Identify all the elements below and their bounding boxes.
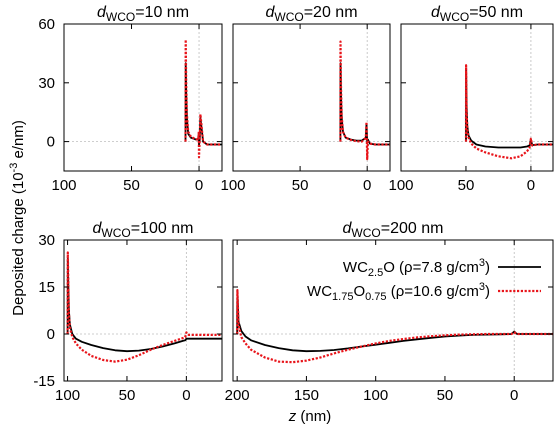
x-tick-label: 50 [119, 387, 136, 404]
x-tick-label: 0 [182, 387, 190, 404]
plot-frame [232, 239, 554, 382]
series-WC1.75O0.75 [339, 40, 390, 161]
plot-frame [232, 23, 391, 172]
series-WC1.75O0.75 [236, 289, 553, 364]
plot-frame [400, 23, 554, 172]
x-tick-label: 50 [437, 387, 454, 404]
x-tick-label: 50 [292, 177, 309, 194]
x-tick-label: 100 [51, 177, 76, 194]
series-WC2.5O [184, 62, 222, 147]
x-tick-label: 0 [510, 387, 518, 404]
x-tick-label: 50 [458, 177, 475, 194]
x-tick-label: 100 [388, 177, 413, 194]
legend-label-WC1.75O0.75: WC1.75O0.75 (ρ=10.6 g/cm3) [307, 281, 490, 303]
y-tick-label: -15 [33, 373, 55, 390]
plot-frame [63, 23, 223, 172]
y-tick-label: 15 [38, 279, 55, 296]
panel-title: dWCO=100 nm [93, 220, 194, 240]
x-tick-label: 100 [220, 177, 245, 194]
series-WC2.5O [66, 257, 222, 353]
series-WC1.75O0.75 [184, 38, 222, 159]
x-tick-label: 100 [363, 387, 388, 404]
panel-5: 200 150 100 50 0 dWCO=200 nm [225, 220, 554, 404]
panel-2: 100 50 0 dWCO=20 nm [220, 4, 391, 194]
y-tick-label: 30 [38, 75, 55, 92]
x-tick-label: 200 [225, 387, 250, 404]
series-WC1.75O0.75 [464, 64, 553, 160]
panel-title: dWCO=20 nm [265, 4, 357, 24]
y-tick-label: 0 [47, 326, 55, 343]
x-tick-label: 0 [195, 177, 203, 194]
panel-title: dWCO=50 nm [431, 4, 523, 24]
y-axis-label: Deposited charge (10-3 e/nm) [8, 120, 27, 316]
y-tick-label: 30 [38, 232, 55, 249]
plot-frame [63, 239, 223, 382]
x-tick-label: 0 [527, 177, 535, 194]
x-tick-label: 150 [294, 387, 319, 404]
y-tick-label: 60 [38, 16, 55, 33]
panel-title: dWCO=200 nm [343, 220, 444, 240]
panel-1: 100 50 0 0 30 60 dWCO=10 nm [38, 4, 223, 194]
panel-title: dWCO=10 nm [97, 4, 189, 24]
legend-label-WC2.5O: WC2.5O (ρ=7.8 g/cm3) [343, 257, 490, 279]
y-tick-label: 0 [47, 134, 55, 151]
series-WC2.5O [465, 68, 553, 149]
x-axis-label: z (nm) [288, 408, 332, 425]
x-tick-label: 0 [363, 177, 371, 194]
panel-3: 100 50 0 dWCO=50 nm [388, 4, 554, 194]
legend: WC2.5O (ρ=7.8 g/cm3)WC1.75O0.75 (ρ=10.6 … [307, 257, 541, 303]
panel-4: 100 50 0 -15 0 15 30 dWCO=100 nm [33, 220, 223, 404]
x-tick-label: 100 [55, 387, 80, 404]
series-WC1.75O0.75 [66, 251, 222, 363]
x-tick-label: 50 [123, 177, 140, 194]
